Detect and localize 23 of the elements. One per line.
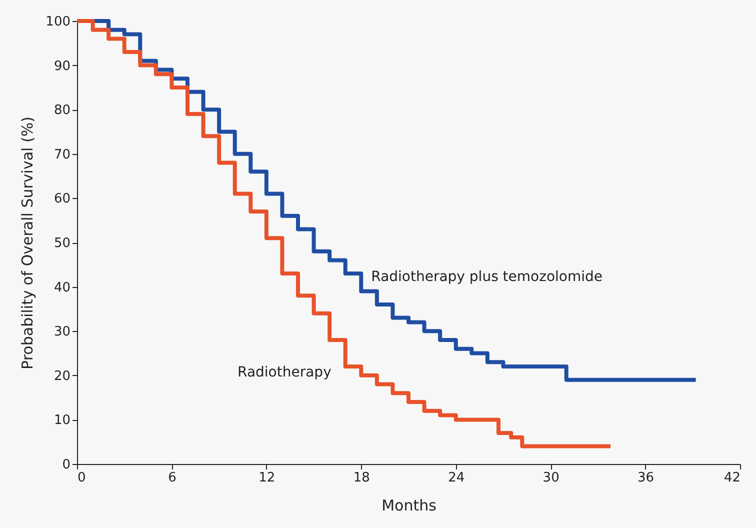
y-tick-label: 10 xyxy=(54,413,70,428)
series-label: Radiotherapy xyxy=(238,364,332,381)
x-axis-title: Months xyxy=(382,496,437,514)
x-tick-label: 24 xyxy=(448,470,465,486)
x-tick-label: 18 xyxy=(353,470,370,486)
x-tick-label: 42 xyxy=(724,470,740,486)
x-tick-label: 6 xyxy=(168,470,176,486)
y-axis-title: Probability of Overall Survival (%) xyxy=(18,116,37,370)
y-tick-label: 30 xyxy=(54,324,70,340)
y-tick-label: 90 xyxy=(54,58,70,74)
y-tick-label: 20 xyxy=(54,368,70,384)
y-tick-label: 100 xyxy=(46,14,70,30)
x-tick-label: 30 xyxy=(542,470,560,486)
y-tick-label: 60 xyxy=(54,192,70,207)
y-tick-label: 40 xyxy=(54,280,70,296)
y-tick-label: 0 xyxy=(62,458,70,472)
y-tick-label: 70 xyxy=(54,147,70,162)
y-tick-label: 50 xyxy=(54,236,70,251)
series-label: Radiotherapy plus temozolomide xyxy=(371,269,603,286)
x-tick-label: 0 xyxy=(78,470,86,486)
x-tick-label: 12 xyxy=(258,470,276,486)
x-tick-label: 36 xyxy=(638,470,654,486)
y-tick-label: 80 xyxy=(54,103,70,118)
